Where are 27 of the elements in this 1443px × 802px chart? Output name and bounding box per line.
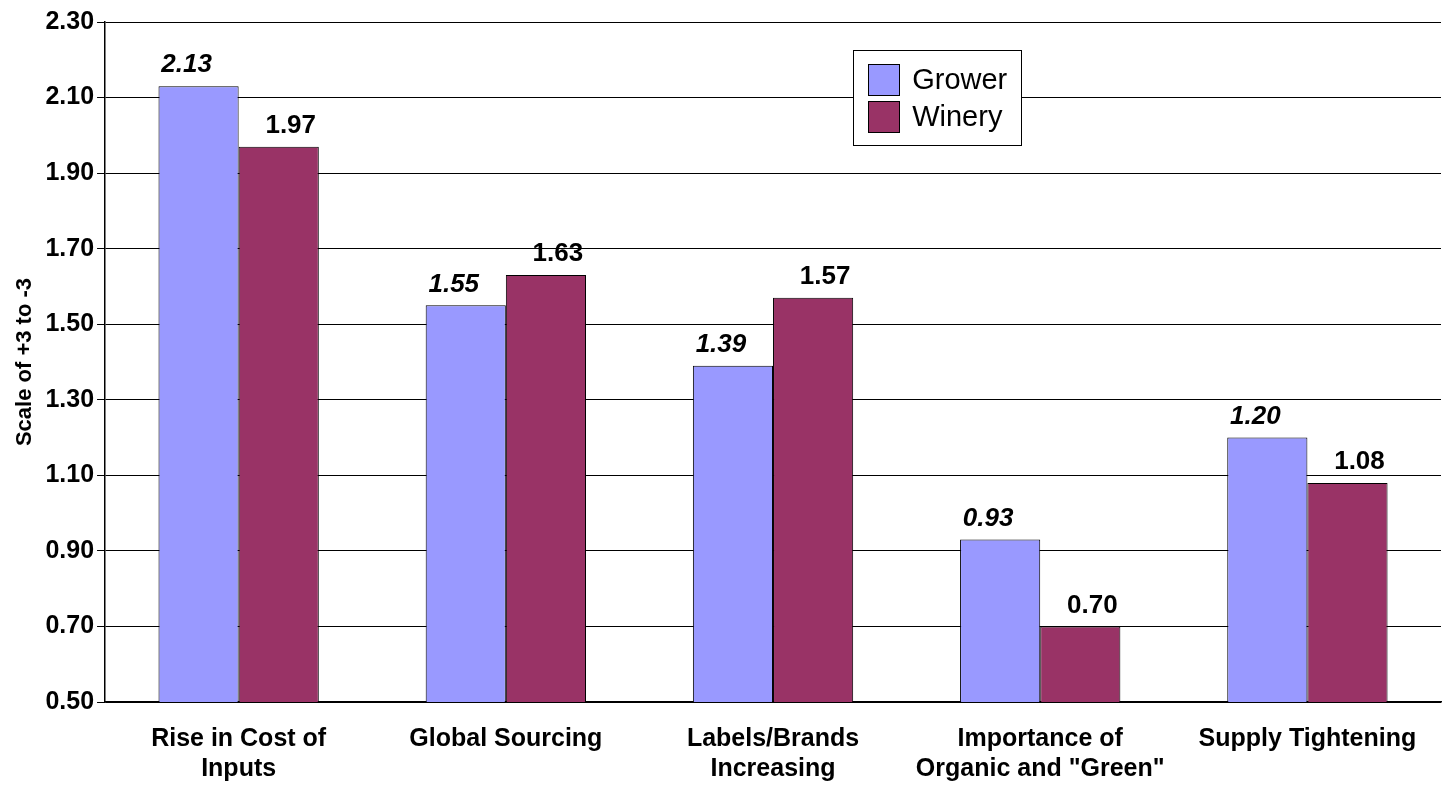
y-tick-label: 0.50 [45,685,95,714]
data-label: 1.20 [1230,399,1282,430]
data-label: 1.97 [265,108,317,139]
data-label: 0.93 [962,501,1014,532]
x-tick-label: Global Sourcing [409,722,603,751]
y-tick-label: 1.10 [45,459,95,488]
legend-label: Winery [912,100,1003,133]
y-tick-label: 0.90 [45,534,95,563]
x-tick-label: Rise in Cost of Inputs [151,722,327,781]
y-tick-label: 1.50 [45,308,95,337]
data-label: 1.55 [428,267,480,298]
y-tick-label: 2.10 [45,81,95,110]
data-label: 1.39 [695,327,747,358]
y-axis-title: Scale of +3 to -3 [11,277,37,447]
y-tick-label: 0.70 [45,610,95,639]
legend-label: Grower [912,63,1008,96]
y-tick-label: 1.90 [45,157,95,185]
data-label: 1.08 [1334,445,1385,476]
y-tick-label: 1.30 [45,383,95,412]
x-tick-label: Importance of Organic and "Green" [915,722,1165,781]
data-label: 1.57 [799,259,851,290]
x-tick-label: Labels/Brands Increasing [686,722,860,781]
y-tick-label: 1.70 [45,232,95,261]
y-tick-label: 2.30 [45,5,95,34]
data-label: 2.13 [160,48,213,79]
x-tick-label: Supply Tightening [1198,722,1417,751]
data-label: 0.70 [1066,588,1118,619]
